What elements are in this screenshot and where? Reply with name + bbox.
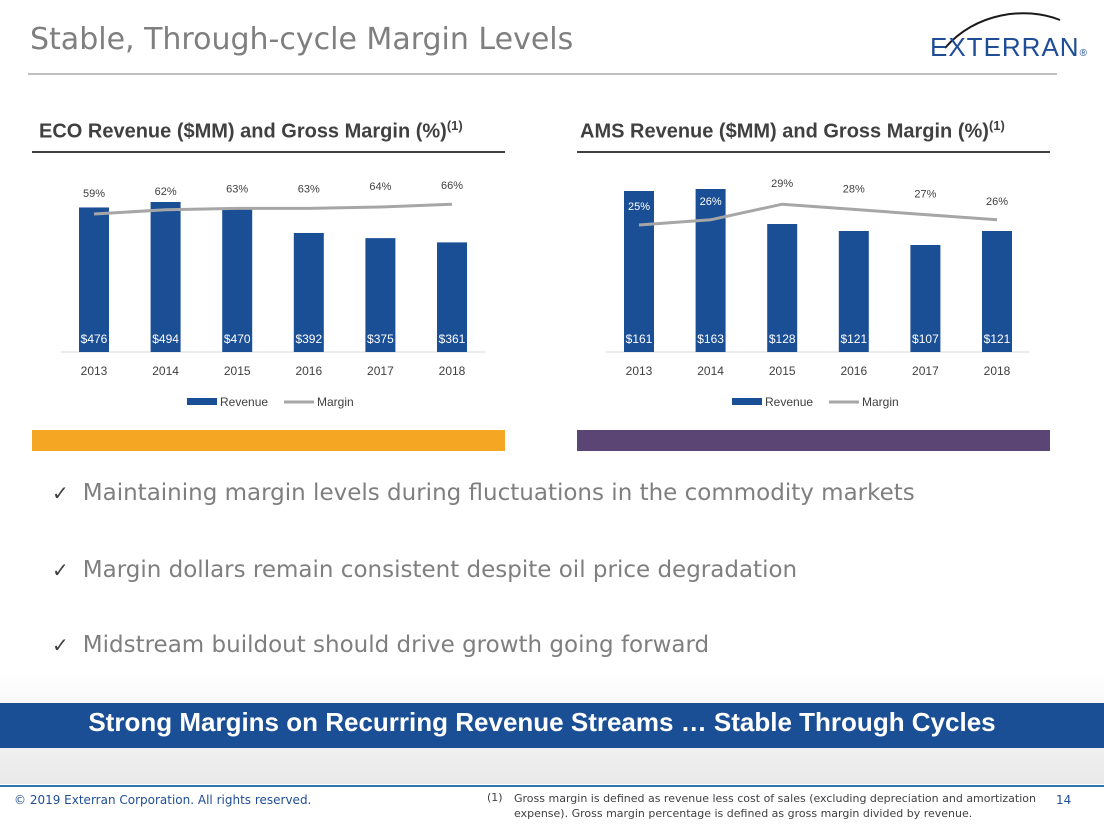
revenue-bar	[365, 238, 396, 352]
exterran-logo: EXTERRAN®	[930, 32, 1088, 63]
ams-chart-title-rule	[577, 151, 1050, 153]
page-number: 14	[1056, 793, 1072, 807]
margin-data-label: 26%	[986, 196, 1008, 208]
revenue-data-label: $163	[697, 332, 724, 346]
revenue-data-label: $128	[769, 332, 796, 346]
checkmark-icon: ✓	[52, 558, 69, 582]
revenue-data-label: $121	[984, 332, 1011, 346]
margin-data-label: 29%	[771, 178, 793, 190]
bullet-text: Maintaining margin levels during fluctua…	[82, 480, 915, 506]
x-tick-label: 2018	[439, 364, 466, 378]
legend-revenue-swatch	[732, 398, 762, 405]
revenue-data-label: $161	[626, 332, 653, 346]
summary-banner-text: Strong Margins on Recurring Revenue Stre…	[88, 707, 996, 737]
x-tick-label: 2015	[224, 364, 251, 378]
margin-data-label: 63%	[298, 183, 320, 195]
revenue-bar	[293, 232, 324, 352]
margin-data-label: 26%	[700, 196, 722, 208]
margin-data-label: 25%	[628, 201, 650, 213]
exterran-swoosh-icon	[944, 12, 1061, 49]
eco-color-band	[32, 430, 505, 451]
checkmark-icon: ✓	[52, 481, 69, 505]
eco-chart-footnote-ref: (1)	[446, 118, 463, 133]
copyright-notice: © 2019 Exterran Corporation. All rights …	[14, 793, 312, 807]
bullet-text: Midstream buildout should drive growth g…	[82, 632, 710, 658]
margin-data-label: 62%	[155, 186, 177, 198]
x-tick-label: 2018	[984, 364, 1011, 378]
x-tick-label: 2016	[295, 364, 322, 378]
title-divider	[28, 73, 1057, 75]
x-tick-label: 2014	[697, 364, 724, 378]
ams-chart-footnote-ref: (1)	[988, 118, 1005, 133]
x-tick-label: 2013	[81, 364, 108, 378]
revenue-bar	[437, 242, 467, 352]
ams-chart-title: AMS Revenue ($MM) and Gross Margin (%)(1…	[580, 118, 1005, 144]
x-tick-label: 2014	[152, 364, 179, 378]
margin-data-label: 28%	[843, 183, 865, 195]
margin-data-label: 59%	[83, 188, 105, 200]
eco-chart-title-text: ECO Revenue ($MM) and Gross Margin (%)	[39, 120, 447, 143]
margin-data-label: 66%	[441, 180, 463, 192]
x-tick-label: 2015	[769, 364, 796, 378]
revenue-bar	[150, 202, 181, 352]
legend-margin-label: Margin	[862, 395, 899, 409]
revenue-bar	[222, 209, 253, 352]
revenue-bar	[767, 224, 798, 352]
eco-chart-title-rule	[32, 151, 505, 153]
footer-divider	[0, 785, 1104, 787]
revenue-data-label: $121	[840, 332, 867, 346]
bullet-item: ✓ Midstream buildout should drive growth …	[52, 632, 709, 658]
margin-line	[638, 202, 998, 227]
summary-banner	[0, 703, 1104, 748]
revenue-data-label: $476	[81, 332, 108, 346]
revenue-data-label: $470	[224, 332, 251, 346]
revenue-bar	[910, 245, 941, 352]
revenue-bar	[624, 191, 654, 352]
margin-data-label: 27%	[914, 189, 936, 201]
footnote-text: Gross margin is defined as revenue less …	[514, 792, 1036, 820]
revenue-bar	[838, 231, 869, 352]
margin-data-label: 63%	[226, 183, 248, 195]
revenue-bar	[79, 207, 109, 352]
revenue-data-label: $375	[367, 332, 394, 346]
bullet-text: Margin dollars remain consistent despite…	[82, 557, 798, 583]
x-tick-label: 2016	[840, 364, 867, 378]
x-tick-label: 2013	[626, 364, 653, 378]
ams-chart: $161 2013 $163 2014 $128 2015 $121 2016 $107 2017…	[606, 178, 1030, 409]
margin-data-label: 64%	[369, 181, 391, 193]
ams-color-band	[577, 430, 1050, 451]
revenue-data-label: $361	[439, 332, 466, 346]
margin-line	[93, 202, 453, 216]
legend-revenue-swatch	[187, 398, 217, 405]
checkmark-icon: ✓	[52, 633, 69, 657]
revenue-bar	[695, 189, 726, 352]
eco-chart: $476 2013 $494 2014 $470 2015 $392 2016 $375 2017…	[61, 180, 485, 409]
revenue-data-label: $392	[295, 332, 322, 346]
revenue-bar	[982, 231, 1012, 352]
eco-chart-title: ECO Revenue ($MM) and Gross Margin (%)(1…	[39, 118, 463, 144]
bullet-item: ✓ Margin dollars remain consistent despit…	[52, 557, 797, 583]
x-tick-label: 2017	[912, 364, 939, 378]
revenue-data-label: $494	[152, 332, 179, 346]
legend-revenue-label: Revenue	[765, 395, 813, 409]
page-title: Stable, Through-cycle Margin Levels	[30, 22, 574, 57]
legend-revenue-label: Revenue	[220, 395, 268, 409]
footnote-number: (1)	[487, 791, 503, 804]
logo-wordmark: EXTERRAN	[930, 32, 1080, 62]
logo-registered-mark: ®	[1079, 48, 1088, 59]
ams-chart-title-text: AMS Revenue ($MM) and Gross Margin (%)	[580, 120, 989, 143]
revenue-data-label: $107	[912, 332, 939, 346]
bullet-item: ✓ Maintaining margin levels during fluctu…	[52, 480, 915, 506]
legend-margin-label: Margin	[317, 395, 354, 409]
x-tick-label: 2017	[367, 364, 394, 378]
